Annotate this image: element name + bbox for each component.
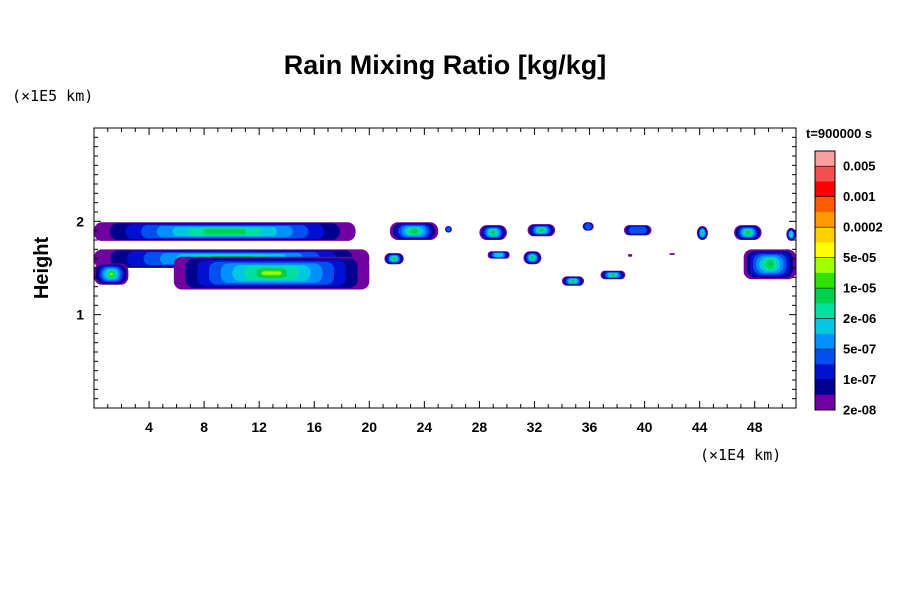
x-axis: 4 8 12 16 20 24 28 32 36 40 44 48 [107,128,797,435]
colorbar-swatch [815,333,835,350]
contour-layer [789,231,794,238]
y-axis-unit: (×1E5 km) [12,87,93,105]
colorbar-swatch [815,196,835,213]
contour-layer [571,279,575,283]
contour-layer [446,226,451,232]
x-tick-label: 28 [472,419,488,435]
colorbar-swatch [815,394,835,411]
contour-layer [745,230,751,235]
colorbar-label: 1e-05 [843,281,876,296]
colorbar-label: 0.0002 [843,220,883,235]
colorbar-swatch [815,242,835,259]
x-tick-label: 16 [306,419,322,435]
colorbar-swatch [815,211,835,228]
chart-title: Rain Mixing Ratio [kg/kg] [284,50,607,80]
x-tick-label: 40 [637,419,653,435]
x-tick-label: 24 [417,419,433,435]
colorbar-label: 2e-08 [843,403,876,418]
contour-layer [490,230,496,235]
x-tick-label: 32 [527,419,543,435]
colorbar-swatch [815,318,835,335]
colorbar-label: 5e-05 [843,250,876,265]
colorbar-swatch [815,349,835,365]
rain-field [94,222,796,290]
colorbar: 0.005 0.001 0.0002 5e-05 1e-05 2e-06 5e-07 1e-0… [814,150,883,418]
colorbar-swatch [815,288,835,304]
contour-layer [410,228,418,234]
contour-layer [628,254,633,257]
colorbar-label: 0.005 [843,159,876,174]
colorbar-label: 2e-06 [843,311,876,326]
x-tick-label: 44 [692,419,708,435]
colorbar-swatch [815,364,835,380]
colorbar-swatch [815,272,835,289]
colorbar-swatch [815,379,835,396]
x-tick-label: 36 [582,419,598,435]
x-tick-label: 12 [251,419,267,435]
contour-layer [628,226,647,234]
contour-layer [669,253,675,255]
colorbar-swatch [815,181,835,198]
x-tick-label: 8 [200,419,208,435]
contour-layer [392,256,396,261]
time-label: t=900000 s [806,126,872,141]
colorbar-swatch [815,257,835,274]
colorbar-swatch [815,303,835,319]
colorbar-label: 5e-07 [843,342,876,357]
colorbar-swatch [815,166,835,182]
y-tick-label: 1 [76,307,84,323]
contour-layer [109,272,113,276]
y-axis: 12 [76,136,796,400]
y-axis-label: Height [31,237,53,300]
contour-layer [494,253,504,257]
contour-layer [701,230,704,236]
contour-layer [203,228,246,235]
contour-layer [261,271,282,275]
y-tick-label: 2 [76,213,84,229]
contour-layer [584,223,592,230]
contour-layer [530,255,534,260]
x-tick-label: 4 [145,419,153,435]
colorbar-swatch [815,227,835,243]
colorbar-label: 0.001 [843,189,876,204]
x-tick-label: 20 [362,419,378,435]
contour-layer [765,259,775,269]
contour-layer [610,273,615,277]
x-tick-label: 48 [747,419,763,435]
colorbar-label: 1e-07 [843,372,876,387]
contour-layer [539,228,544,233]
x-axis-unit: (×1E4 km) [700,446,781,464]
colorbar-swatch [815,151,835,167]
